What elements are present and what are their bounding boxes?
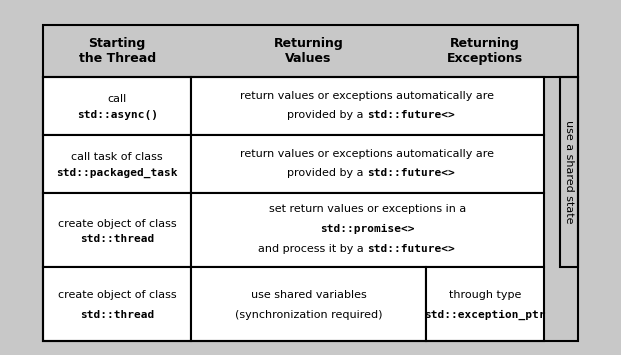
Bar [191,135,544,193]
Text: return values or exceptions automatically are: return values or exceptions automaticall… [240,149,494,159]
Text: std::promise<>: std::promise<> [320,224,415,234]
Text: std::future<>: std::future<> [368,110,455,120]
Text: std::future<>: std::future<> [368,168,455,178]
Bar [43,135,191,193]
Text: std::exception_ptr: std::exception_ptr [424,310,546,320]
Bar [426,267,544,341]
Bar [191,267,426,341]
Bar [43,25,578,341]
Text: Returning
Values: Returning Values [273,37,343,65]
Text: (synchronization required): (synchronization required) [235,310,382,320]
Text: call task of class: call task of class [71,152,163,162]
Text: provided by a: provided by a [288,110,368,120]
Text: and process it by a: and process it by a [258,244,368,254]
Bar [43,25,578,77]
Text: use a shared state: use a shared state [564,120,574,224]
Bar [191,193,544,267]
Bar [560,77,578,267]
Text: use shared variables: use shared variables [250,290,366,300]
Text: Returning
Exceptions: Returning Exceptions [447,37,523,65]
Text: return values or exceptions automatically are: return values or exceptions automaticall… [240,91,494,100]
Bar [43,267,191,341]
Bar [191,77,544,135]
Text: std::future<>: std::future<> [368,244,455,254]
Bar [43,77,191,135]
Text: std::async(): std::async() [76,110,158,120]
Text: std::thread: std::thread [80,234,154,244]
Text: provided by a: provided by a [288,168,368,178]
Text: Starting
the Thread: Starting the Thread [79,37,156,65]
Text: std::packaged_task: std::packaged_task [57,168,178,178]
Text: std::thread: std::thread [80,310,154,320]
Bar [43,193,191,267]
Text: create object of class: create object of class [58,290,176,300]
Text: call: call [107,94,127,104]
Text: set return values or exceptions in a: set return values or exceptions in a [269,204,466,214]
Text: create object of class: create object of class [58,219,176,229]
Text: through type: through type [449,290,521,300]
